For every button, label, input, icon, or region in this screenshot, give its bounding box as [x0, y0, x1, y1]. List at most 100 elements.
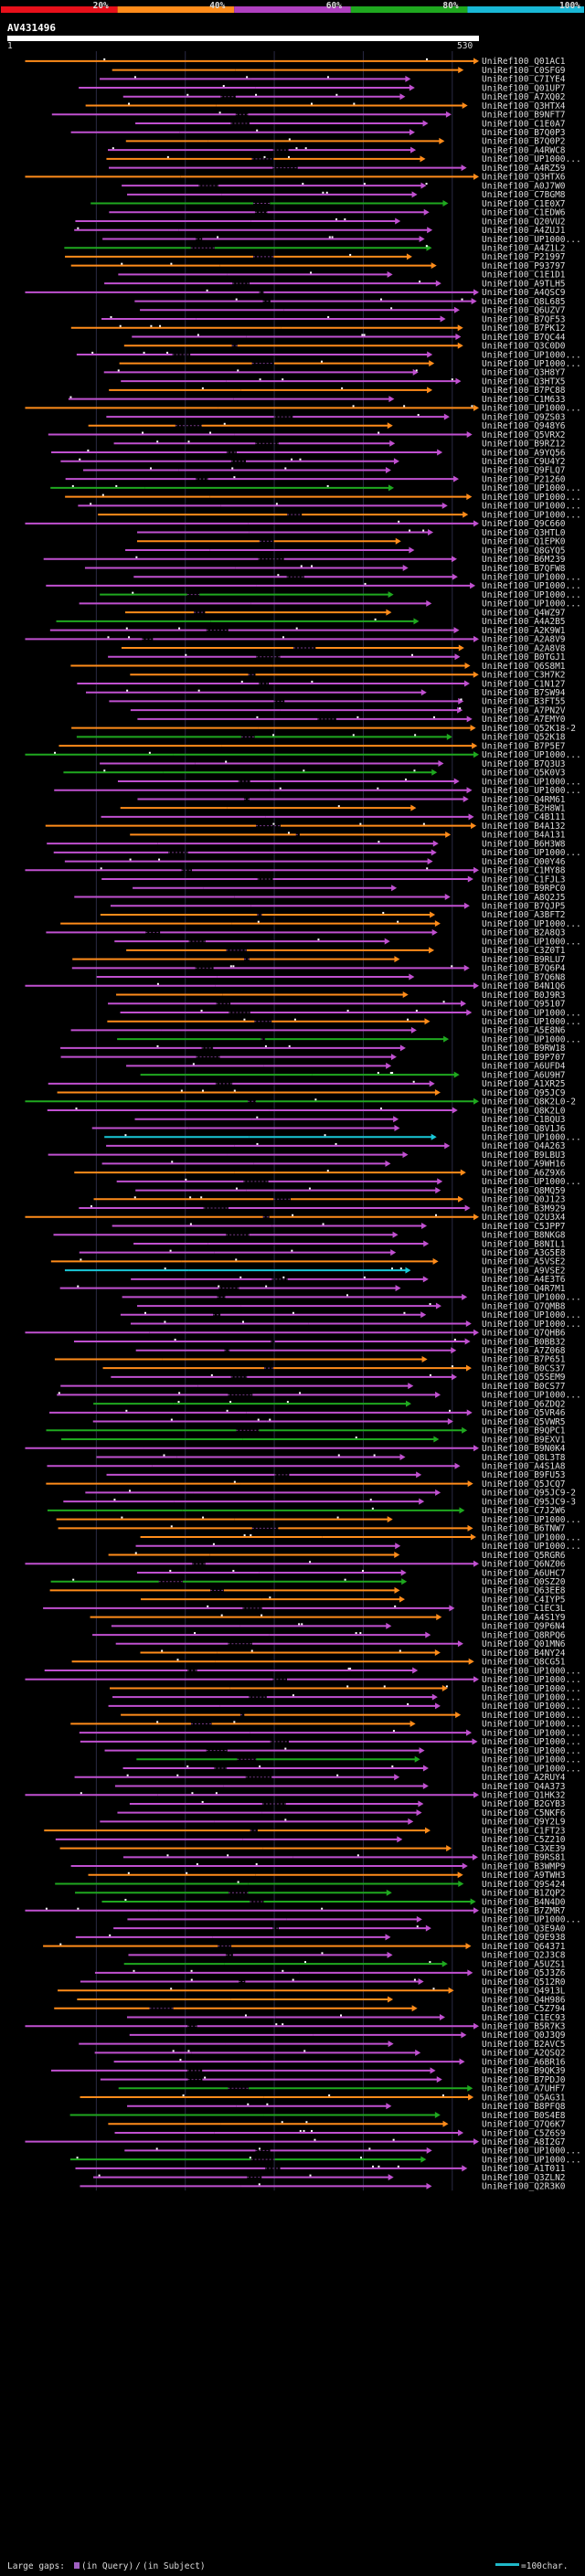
- hit-mismatch: [326, 484, 329, 487]
- hit-mismatch: [347, 1667, 350, 1670]
- hit-mismatch: [79, 458, 81, 461]
- hit-label: UniRef100_B9LBU3: [482, 1150, 566, 1161]
- hit-row: UniRef100_Q8CG51: [71, 1658, 566, 1668]
- hit-row: UniRef100_UP1000...: [136, 1755, 581, 1765]
- hit-row: UniRef100_Q5VRX2: [48, 430, 566, 440]
- hit-arrow: [422, 120, 429, 127]
- hit-mismatch: [275, 503, 278, 505]
- hit-row: UniRef100_A8I2G7: [25, 2137, 566, 2147]
- hit-row: UniRef100_B4A132: [45, 822, 566, 832]
- hit-arrow: [463, 511, 469, 518]
- hit-arrow: [457, 706, 463, 714]
- hit-row: UniRef100_Q52K18: [76, 733, 566, 743]
- hit-row: UniRef100_Q9S424: [55, 1880, 566, 1890]
- hit-mismatch: [403, 405, 406, 408]
- hit-row: UniRef100_B2GYB3: [129, 1799, 566, 1809]
- hit-mismatch: [321, 1952, 324, 1955]
- hit-row: UniRef100_UP1000...: [117, 777, 581, 787]
- hit-row: UniRef100_UP1000...: [110, 1684, 581, 1694]
- hit-mismatch: [335, 1142, 337, 1145]
- hit-row: UniRef100_Q8RPQ6: [92, 1630, 566, 1640]
- hit-mismatch: [299, 1392, 302, 1394]
- hit-row: UniRef100_B9QK39: [50, 2066, 566, 2076]
- hit-mismatch: [336, 1774, 339, 1776]
- hit-mismatch: [180, 1089, 183, 1092]
- hit-label: UniRef100_B7Q3U3: [482, 759, 566, 769]
- hit-mismatch: [432, 716, 435, 718]
- hit-row: UniRef100_B8NKG8: [53, 1231, 566, 1241]
- hit-row: UniRef100_C1N127: [77, 679, 566, 689]
- hit-arrow: [445, 111, 452, 118]
- hit-label: UniRef100_UP1000...: [482, 1711, 581, 1721]
- hit-mismatch: [218, 111, 221, 114]
- hit-rows: UniRef100_Q01AC1UniRef100_C0SFG9UniRef10…: [25, 57, 581, 2192]
- gap-query-swatch: [74, 2562, 80, 2569]
- hit-label: UniRef100_B0J9R3: [482, 991, 566, 1001]
- hit-row: UniRef100_Q0J3Q9: [129, 2030, 566, 2041]
- hit-mismatch: [292, 1311, 294, 1314]
- hit-row: UniRef100_B1ZQP2: [75, 1889, 566, 1899]
- hit-mismatch: [170, 1525, 173, 1528]
- hit-arrow: [420, 2156, 427, 2163]
- hit-label: UniRef100_UP1000...: [482, 1034, 581, 1044]
- hit-row: UniRef100_A9TWH3: [88, 1871, 566, 1881]
- hit-row: UniRef100_B7Q6P4: [71, 964, 566, 974]
- hit-row: UniRef100_C3Z0T1: [126, 946, 566, 956]
- hit-label: UniRef100_B2H8W1: [482, 803, 566, 813]
- hit-arrow: [421, 1222, 428, 1229]
- hit-row: UniRef100_Q6ZDQ2: [93, 1399, 566, 1409]
- hit-row: UniRef100_Q9Y2L9: [100, 1818, 566, 1828]
- hit-row: UniRef100_B9RPC0: [133, 884, 566, 894]
- hit-label: UniRef100_UP1000...: [482, 493, 581, 503]
- hit-mismatch: [390, 1267, 393, 1270]
- hit-label: UniRef100_A4RZ59: [482, 164, 566, 174]
- hit-mismatch: [190, 1978, 193, 1981]
- hit-row: UniRef100_Q9E938: [75, 1933, 566, 1943]
- hit-mismatch: [220, 1614, 223, 1617]
- hit-mismatch: [150, 324, 153, 327]
- hit-arrow: [464, 1204, 471, 1212]
- hit-label: UniRef100_C5Z6S9: [482, 2128, 566, 2138]
- hit-mismatch: [148, 751, 151, 754]
- hit-arrow: [466, 787, 473, 794]
- hit-mismatch: [235, 1258, 238, 1261]
- hit-row: UniRef100_Q5K0V3: [63, 769, 566, 779]
- hit-arrow: [441, 1684, 448, 1691]
- hit-label: UniRef100_C1E0A7: [482, 119, 566, 129]
- hit-row: UniRef100_C1E0A7: [135, 119, 566, 129]
- hit-mismatch: [126, 689, 129, 692]
- hit-arrow: [401, 1578, 408, 1585]
- hit-mismatch: [233, 1089, 236, 1092]
- hit-arrow: [451, 1347, 457, 1354]
- hit-row: UniRef100_UP1000...: [69, 2155, 581, 2165]
- hit-mismatch: [379, 1108, 382, 1110]
- hit-arrow: [427, 351, 433, 358]
- hit-arrow: [452, 573, 458, 580]
- hit-arrow: [458, 1195, 464, 1203]
- hit-arrow: [420, 1311, 427, 1319]
- hit-mismatch: [299, 458, 302, 461]
- hit-label: UniRef100_Q4A373: [482, 1782, 566, 1792]
- hit-label: UniRef100_Q5VRX2: [482, 430, 566, 440]
- hit-label: UniRef100_Q8RPQ6: [482, 1630, 566, 1640]
- hit-arrow: [443, 1035, 450, 1043]
- hit-label: UniRef100_B9RPC0: [482, 884, 566, 894]
- hit-mismatch: [340, 2014, 343, 2017]
- hit-label: UniRef100_B9N0K4: [482, 1444, 566, 1454]
- hit-mismatch: [166, 155, 169, 158]
- hit-label: UniRef100_Q2R3K0: [482, 2182, 566, 2192]
- hit-arrow: [458, 2129, 464, 2136]
- hit-label: UniRef100_A5UZS1: [482, 1959, 566, 1969]
- hit-mismatch: [353, 102, 356, 105]
- hit-arrow: [426, 2182, 432, 2189]
- hit-row: UniRef100_Q1HK32: [25, 1791, 566, 1801]
- hit-row: UniRef100_B0J9R3: [116, 991, 566, 1001]
- hit-arrow: [473, 2022, 479, 2030]
- hit-arrow: [457, 342, 463, 349]
- hit-arrow: [470, 1533, 476, 1541]
- hit-label: UniRef100_UP1000...: [482, 359, 581, 369]
- hit-row: UniRef100_Q7Q6K7: [108, 2120, 566, 2130]
- hit-arrow: [445, 831, 452, 838]
- hit-mismatch: [425, 58, 428, 60]
- hit-row: UniRef100_Q3HTX6: [25, 173, 566, 183]
